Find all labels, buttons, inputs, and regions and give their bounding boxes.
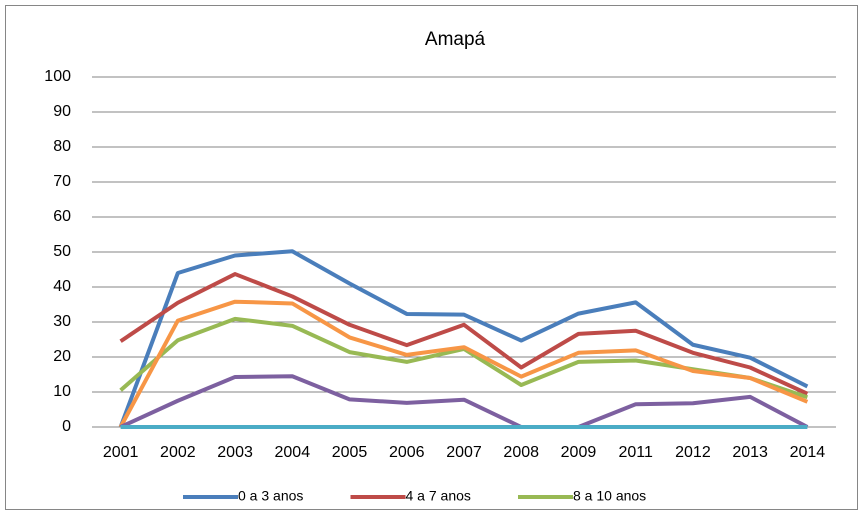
legend-label: 4 a 7 anos [406, 488, 471, 504]
x-tick-label: 2002 [160, 444, 196, 461]
x-tick-label: 2001 [103, 444, 139, 461]
x-tick-label: 2005 [332, 444, 368, 461]
x-tick-label: 2008 [503, 444, 539, 461]
x-tick-label: 2011 [618, 444, 653, 461]
y-tick-label: 40 [53, 278, 71, 295]
y-tick-label: 100 [44, 68, 71, 85]
y-tick-label: 10 [53, 383, 71, 400]
series-line [119, 272, 809, 396]
chart-border [5, 5, 858, 510]
x-tick-label: 2009 [561, 444, 597, 461]
y-tick-label: 20 [53, 348, 71, 365]
legend-label: 0 a 3 anos [238, 488, 303, 504]
series-line [119, 374, 809, 429]
series-line [118, 299, 809, 428]
chart-title: Amapá [425, 29, 486, 50]
x-tick-label: 2012 [675, 444, 711, 461]
y-tick-label: 50 [53, 243, 71, 260]
y-tick-label: 80 [53, 138, 71, 155]
x-tick-label: 2007 [446, 444, 482, 461]
x-tick-label: 2013 [732, 444, 768, 461]
y-tick-label: 0 [62, 418, 71, 435]
legend-label: 8 a 10 anos [573, 488, 646, 504]
y-tick-label: 90 [53, 103, 71, 120]
series-line [118, 249, 809, 428]
x-tick-label: 2014 [790, 444, 826, 461]
x-tick-label: 2003 [217, 444, 253, 461]
x-tick-label: 2004 [275, 444, 311, 461]
y-tick-label: 70 [53, 173, 71, 190]
y-tick-label: 60 [53, 208, 71, 225]
x-tick-label: 2006 [389, 444, 425, 461]
y-tick-label: 30 [53, 313, 71, 330]
